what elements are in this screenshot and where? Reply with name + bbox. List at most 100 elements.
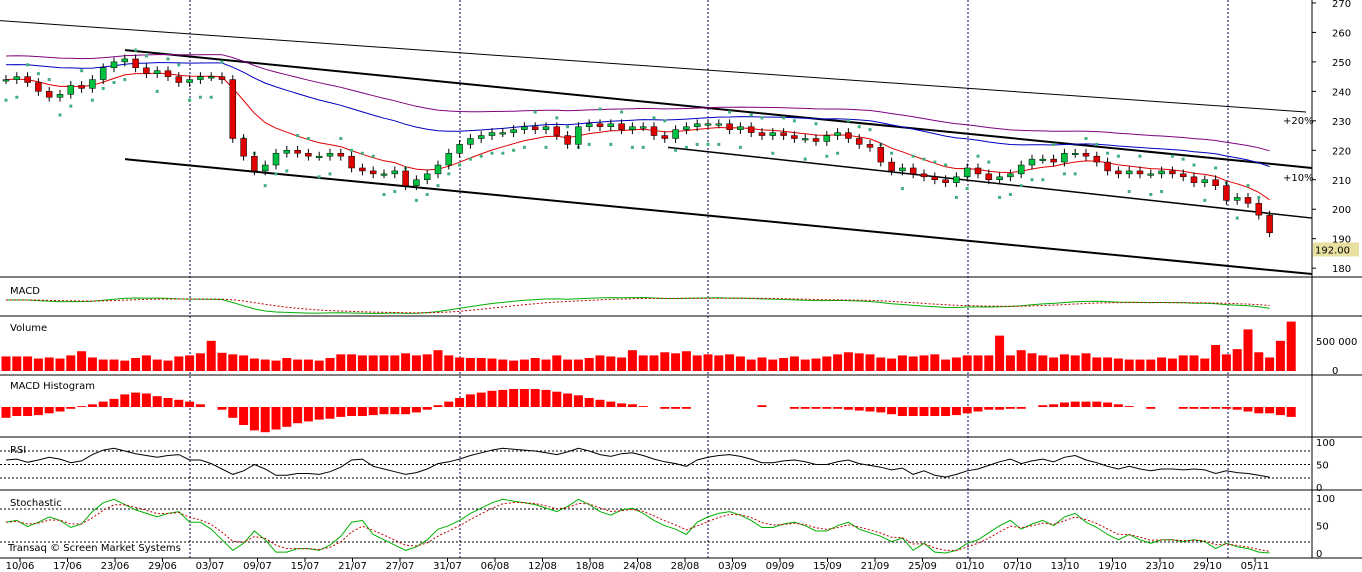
sar-dot: [922, 157, 926, 161]
candle-body: [553, 126, 561, 136]
sar-dot: [1019, 184, 1023, 188]
volume-bar: [1038, 355, 1048, 371]
x-tick-label: 25/09: [908, 561, 937, 572]
candle-body: [391, 170, 399, 175]
volume-bar: [336, 354, 346, 371]
histogram-bar: [1016, 407, 1026, 409]
candle-body: [1115, 170, 1122, 175]
sar-dot: [1246, 184, 1250, 188]
x-tick-label: 19/10: [1098, 561, 1127, 572]
price-tick-label: 250: [1332, 58, 1351, 69]
volume-bar: [519, 359, 529, 371]
candle-body: [251, 155, 258, 172]
volume-bar: [271, 360, 281, 371]
histogram-bar: [1232, 407, 1242, 410]
candle-body: [650, 126, 658, 136]
sar-dot: [1203, 198, 1207, 202]
candle-body: [240, 138, 247, 157]
candle-body: [855, 138, 863, 145]
histogram-bar: [271, 407, 281, 430]
sar-dot: [155, 89, 159, 93]
histogram-bar: [77, 406, 87, 407]
sar-dot: [771, 151, 775, 155]
sar-dot: [695, 142, 699, 146]
sar-dot: [868, 128, 872, 132]
channel-label-10: +10%: [1283, 173, 1314, 184]
volume-bar: [1081, 353, 1091, 371]
sar-dot: [890, 151, 894, 155]
volume-bar: [390, 355, 400, 371]
sar-dot: [749, 113, 753, 117]
candle-body: [1212, 179, 1219, 186]
volume-bar: [1254, 352, 1264, 371]
volume-bar: [800, 359, 810, 371]
candle-body: [1255, 203, 1263, 216]
x-tick-label: 05/11: [1241, 561, 1270, 572]
sar-dot: [263, 184, 267, 188]
volume-bar: [1189, 355, 1199, 371]
volume-bar: [44, 357, 54, 371]
candle-body: [488, 132, 496, 136]
candle-body: [1147, 173, 1155, 176]
candle-body: [1179, 173, 1187, 178]
volume-bar: [1016, 350, 1026, 371]
histogram-bar: [1275, 407, 1285, 416]
macd-histogram-panel-label: MACD Histogram: [10, 381, 95, 392]
candle-body: [380, 173, 388, 176]
volume-bar: [174, 356, 184, 371]
histogram-bar: [1286, 407, 1296, 417]
candle-body: [909, 167, 917, 175]
sar-dot: [814, 122, 818, 126]
histogram-bar: [66, 407, 76, 409]
volume-bar: [444, 355, 454, 371]
histogram-bar: [1254, 407, 1264, 414]
sar-dot: [555, 116, 559, 120]
histogram-bar: [563, 393, 573, 407]
x-tick-label: 09/09: [766, 561, 795, 572]
sar-dot: [1181, 157, 1185, 161]
volume-bar: [1211, 345, 1221, 371]
histogram-bar: [239, 407, 249, 425]
histogram-bar: [1200, 407, 1210, 409]
volume-bar: [1049, 357, 1059, 371]
sar-dot: [1106, 151, 1110, 155]
stoch-k-line: [5, 498, 1270, 554]
histogram-bar: [887, 407, 897, 415]
x-tick-label: 15/09: [813, 561, 842, 572]
volume-bar: [1275, 340, 1285, 371]
candle-body: [521, 126, 528, 130]
volume-bar: [185, 355, 195, 371]
rsi-panel-label: RSI: [10, 445, 26, 456]
last-price-label: 192.00: [1315, 245, 1350, 256]
candle-body: [175, 76, 183, 83]
volume-bar: [1, 356, 11, 371]
sar-dot: [1170, 154, 1174, 158]
histogram-bar: [854, 407, 864, 411]
histogram-bar: [314, 407, 324, 420]
histogram-bar: [23, 407, 33, 416]
candle-body: [575, 126, 582, 145]
candle-body: [737, 126, 744, 130]
x-tick-label: 21/07: [338, 561, 367, 572]
histogram-bar: [444, 401, 454, 407]
sar-dot: [803, 157, 807, 161]
x-tick-label: 24/08: [623, 561, 652, 572]
histogram-bar: [509, 389, 519, 407]
candle-body: [704, 123, 712, 126]
sar-dot: [760, 116, 764, 120]
sar-dot: [112, 81, 116, 85]
histogram-bar: [843, 407, 853, 410]
volume-bar: [217, 352, 227, 371]
candle-body: [1050, 158, 1057, 163]
candle-body: [963, 167, 971, 178]
sar-dot: [1192, 163, 1196, 167]
price-tick-label: 240: [1332, 87, 1351, 98]
volume-bar: [1146, 359, 1156, 371]
histogram-bar: [465, 394, 475, 407]
candle-body: [197, 76, 204, 80]
candle-body: [272, 152, 280, 166]
parabolic-sar: [4, 48, 1272, 220]
sar-dot: [900, 187, 904, 191]
volume-bar: [1092, 357, 1102, 371]
volume-bar: [120, 360, 130, 371]
